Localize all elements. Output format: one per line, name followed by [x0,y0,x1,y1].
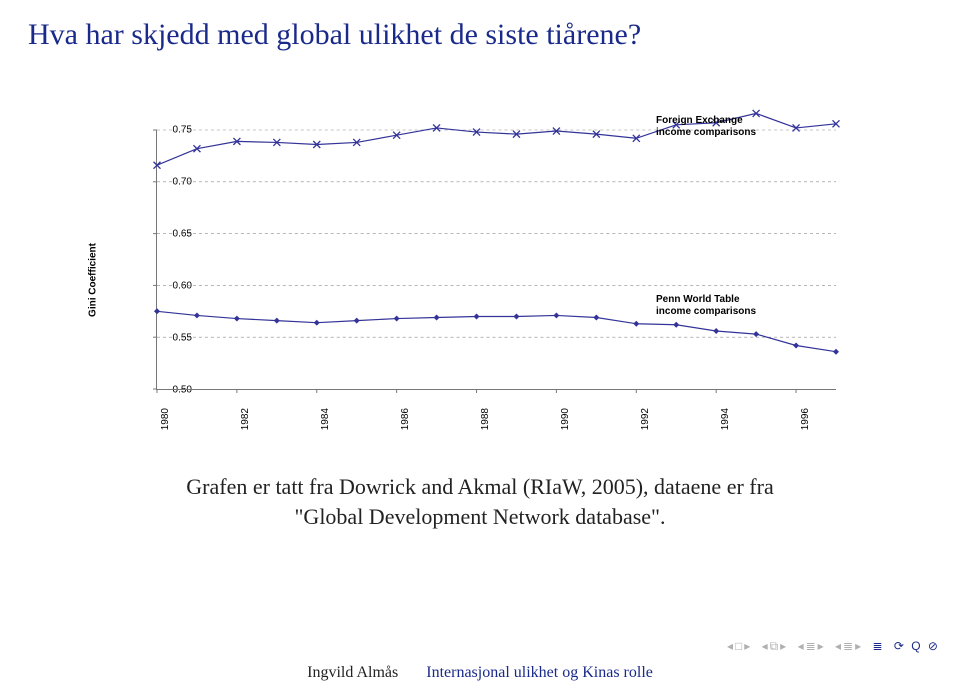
plot-area [156,130,836,390]
series-marker [154,308,160,314]
beamer-nav: ◂□▸ ◂⧉▸ ◂≣▸ ◂≣▸ ≣ ⟳ Q ⊘ [725,639,942,654]
xtick-label: 1996 [800,408,811,430]
caption-line-2: "Global Development Network database". [294,504,665,529]
series-marker [673,322,679,328]
nav-prev-icon[interactable]: ◂⧉▸ [762,639,789,653]
series-marker [394,316,400,322]
nav-theme-icon: ≣ [872,639,884,653]
series-marker [713,328,719,334]
xtick-label: 1988 [480,408,491,430]
series-label: Foreign Exchangeincome comparisons [656,115,756,139]
series-marker [314,320,320,326]
xtick-label: 1980 [160,408,171,430]
series-marker [593,315,599,321]
series-marker [474,313,480,319]
nav-first-icon[interactable]: ◂□▸ [727,639,752,653]
series-marker [513,313,519,319]
xtick-label: 1994 [720,408,731,430]
xtick-label: 1982 [240,408,251,430]
page-title: Hva har skjedd med global ulikhet de sis… [0,0,960,60]
nav-circle-icon: ⟳ Q ⊘ [894,639,940,653]
xtick-label: 1984 [320,408,331,430]
series-marker [833,349,839,355]
series-marker [274,318,280,324]
nav-section-icon[interactable]: ◂≣▸ [798,639,826,653]
xtick-label: 1992 [640,408,651,430]
caption-line-1: Grafen er tatt fra Dowrick and Akmal (RI… [186,474,773,499]
series-marker [434,315,440,321]
footer: Ingvild Almås Internasjonal ulikhet og K… [0,664,960,682]
series-label: Penn World Tableincome comparisons [656,294,756,318]
chart-ylabel: Gini Coefficient [87,243,98,317]
series-marker [553,312,559,318]
series-marker [753,331,759,337]
footer-talk-title: Internasjonal ulikhet og Kinas rolle [426,664,653,681]
series-marker [633,321,639,327]
nav-subsection-icon[interactable]: ◂≣▸ [835,639,863,653]
series-marker [793,342,799,348]
series-marker [354,318,360,324]
footer-author: Ingvild Almås [307,664,398,681]
xtick-label: 1986 [400,408,411,430]
xtick-label: 1990 [560,408,571,430]
series-marker [154,162,161,169]
gini-chart: Gini Coefficient 0.500.550.600.650.700.7… [120,130,840,430]
chart-caption: Grafen er tatt fra Dowrick and Akmal (RI… [0,472,960,531]
series-marker [234,316,240,322]
series-marker [194,312,200,318]
